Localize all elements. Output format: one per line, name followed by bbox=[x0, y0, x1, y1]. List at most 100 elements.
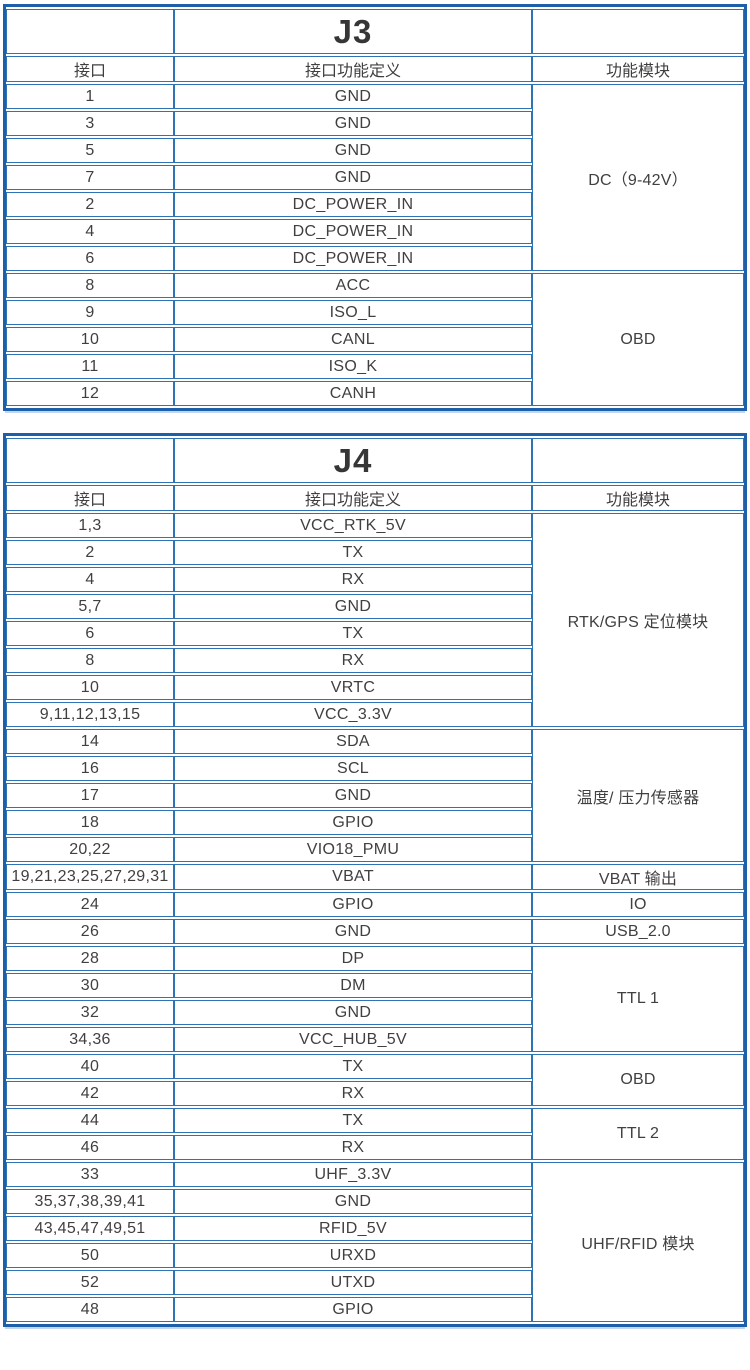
cell-pin: 6 bbox=[6, 246, 174, 271]
cell-function: GPIO bbox=[174, 810, 532, 835]
cell-function: GND bbox=[174, 1000, 532, 1025]
table-row: 10 VRTC bbox=[6, 675, 744, 700]
table-row: 8 RX bbox=[6, 648, 744, 673]
table-row: 12 CANH bbox=[6, 381, 744, 406]
cell-function: DC_POWER_IN bbox=[174, 246, 532, 271]
table-row: 1,3 VCC_RTK_5V RTK/GPS 定位模块 bbox=[6, 513, 744, 727]
cell-pin: 35,37,38,39,41 bbox=[6, 1189, 174, 1214]
cell-pin: 11 bbox=[6, 354, 174, 379]
cell-module: VBAT 输出 bbox=[532, 864, 744, 890]
table-row: 10 CANL bbox=[6, 327, 744, 352]
table-row: 35,37,38,39,41 GND bbox=[6, 1189, 744, 1214]
cell-function: RX bbox=[174, 648, 532, 673]
cell-pin: 4 bbox=[6, 567, 174, 592]
cell-function: URXD bbox=[174, 1243, 532, 1268]
table-row: 9 ISO_L bbox=[6, 300, 744, 325]
table-row: 40 TX OBD bbox=[6, 1054, 744, 1106]
cell-function: GND bbox=[174, 111, 532, 136]
cell-pin: 24 bbox=[6, 892, 174, 917]
title-spacer-cell bbox=[532, 438, 744, 483]
cell-pin: 5 bbox=[6, 138, 174, 163]
cell-pin: 34,36 bbox=[6, 1027, 174, 1052]
cell-function: ISO_L bbox=[174, 300, 532, 325]
column-header-row: 接口 接口功能定义 功能模块 bbox=[6, 485, 744, 511]
column-header: 接口功能定义 bbox=[174, 56, 532, 82]
cell-pin: 7 bbox=[6, 165, 174, 190]
cell-pin: 18 bbox=[6, 810, 174, 835]
cell-pin: 42 bbox=[6, 1081, 174, 1106]
table-title: J3 bbox=[174, 9, 532, 54]
cell-module: DC（9-42V） bbox=[532, 84, 744, 271]
table-row: 9,11,12,13,15 VCC_3.3V bbox=[6, 702, 744, 727]
cell-function: RX bbox=[174, 567, 532, 592]
table-row: 26 GND USB_2.0 bbox=[6, 919, 744, 944]
table-row: 24 GPIO IO bbox=[6, 892, 744, 917]
table-row: 1 GND DC（9-42V） bbox=[6, 84, 744, 271]
cell-function: RX bbox=[174, 1135, 532, 1160]
cell-module: 温度/ 压力传感器 bbox=[532, 729, 744, 862]
column-header: 功能模块 bbox=[532, 56, 744, 82]
cell-function: TX bbox=[174, 1054, 532, 1079]
cell-pin: 16 bbox=[6, 756, 174, 781]
cell-function: GND bbox=[174, 594, 532, 619]
cell-module: TTL 2 bbox=[532, 1108, 744, 1160]
table-row: 14 SDA 温度/ 压力传感器 bbox=[6, 729, 744, 862]
cell-function: CANH bbox=[174, 381, 532, 406]
table-row: 30 DM bbox=[6, 973, 744, 998]
cell-pin: 26 bbox=[6, 919, 174, 944]
cell-pin: 6 bbox=[6, 621, 174, 646]
cell-function: VRTC bbox=[174, 675, 532, 700]
cell-function: VIO18_PMU bbox=[174, 837, 532, 862]
cell-pin: 5,7 bbox=[6, 594, 174, 619]
cell-function: GND bbox=[174, 783, 532, 808]
table-row: 5,7 GND bbox=[6, 594, 744, 619]
table-title: J4 bbox=[174, 438, 532, 483]
table-row: 8 ACC OBD bbox=[6, 273, 744, 406]
cell-pin: 17 bbox=[6, 783, 174, 808]
cell-pin: 8 bbox=[6, 648, 174, 673]
cell-pin: 1,3 bbox=[6, 513, 174, 538]
cell-function: DC_POWER_IN bbox=[174, 192, 532, 217]
cell-pin: 30 bbox=[6, 973, 174, 998]
table-row: 2 TX bbox=[6, 540, 744, 565]
title-spacer-cell bbox=[6, 9, 174, 54]
cell-pin: 8 bbox=[6, 273, 174, 298]
table-row: 17 GND bbox=[6, 783, 744, 808]
pinout-page: J3 接口 接口功能定义 功能模块 1 GND DC（9-42V） 3 GND 5 GND 7 GND 2… bbox=[3, 4, 747, 1327]
cell-pin: 1 bbox=[6, 84, 174, 109]
cell-function: GND bbox=[174, 165, 532, 190]
table-row: 33 UHF_3.3V UHF/RFID 模块 bbox=[6, 1162, 744, 1322]
table-row: 52 UTXD bbox=[6, 1270, 744, 1295]
cell-pin: 44 bbox=[6, 1108, 174, 1133]
cell-function: GPIO bbox=[174, 1297, 532, 1322]
table-row: 32 GND bbox=[6, 1000, 744, 1025]
cell-pin: 20,22 bbox=[6, 837, 174, 862]
cell-function: DC_POWER_IN bbox=[174, 219, 532, 244]
table-row: 44 TX TTL 2 bbox=[6, 1108, 744, 1160]
table-row: 20,22 VIO18_PMU bbox=[6, 837, 744, 862]
title-spacer-cell bbox=[532, 9, 744, 54]
table-row: 28 DP TTL 1 bbox=[6, 946, 744, 1052]
table-row: 42 RX bbox=[6, 1081, 744, 1106]
cell-pin: 12 bbox=[6, 381, 174, 406]
cell-function: TX bbox=[174, 1108, 532, 1133]
cell-module: UHF/RFID 模块 bbox=[532, 1162, 744, 1322]
cell-pin: 46 bbox=[6, 1135, 174, 1160]
table-row: 7 GND bbox=[6, 165, 744, 190]
cell-function: DP bbox=[174, 946, 532, 971]
table-row: 34,36 VCC_HUB_5V bbox=[6, 1027, 744, 1052]
cell-function: RFID_5V bbox=[174, 1216, 532, 1241]
column-header: 接口 bbox=[6, 485, 174, 511]
cell-function: UTXD bbox=[174, 1270, 532, 1295]
cell-pin: 9,11,12,13,15 bbox=[6, 702, 174, 727]
cell-pin: 19,21,23,25,27,29,31 bbox=[6, 864, 174, 890]
column-header-row: 接口 接口功能定义 功能模块 bbox=[6, 56, 744, 82]
cell-function: CANL bbox=[174, 327, 532, 352]
cell-module: USB_2.0 bbox=[532, 919, 744, 944]
cell-pin: 9 bbox=[6, 300, 174, 325]
title-row: J4 bbox=[6, 438, 744, 483]
cell-pin: 14 bbox=[6, 729, 174, 754]
cell-module: IO bbox=[532, 892, 744, 917]
cell-pin: 2 bbox=[6, 192, 174, 217]
pinout-table-j4: J4 接口 接口功能定义 功能模块 1,3 VCC_RTK_5V RTK/GPS 定位模块 2… bbox=[3, 433, 747, 1327]
